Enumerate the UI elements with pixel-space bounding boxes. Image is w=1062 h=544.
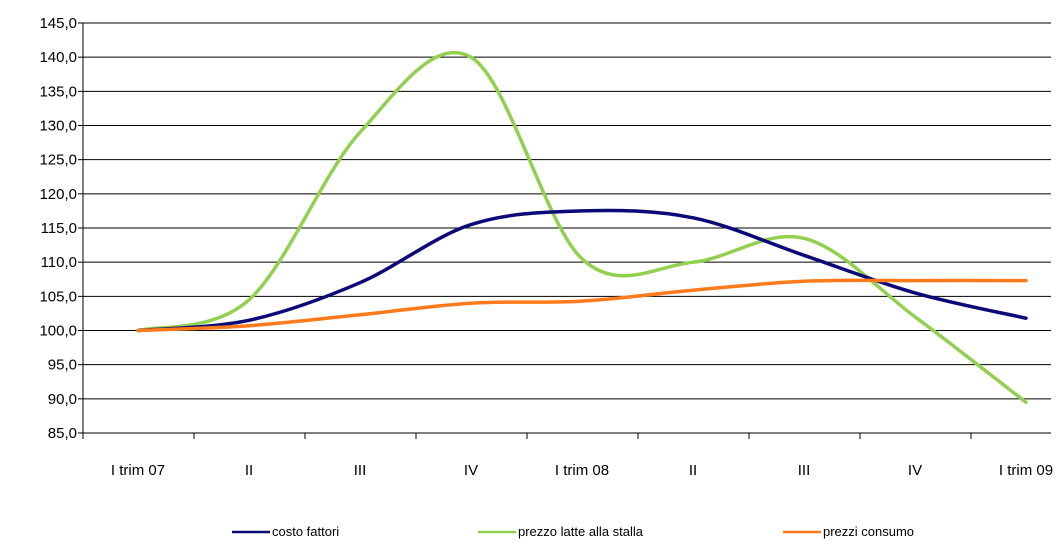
y-tick-label: 95,0: [48, 357, 77, 374]
y-tick-label: 145,0: [39, 15, 77, 32]
series-line-prezzi-consumo: [136, 278, 1028, 333]
y-tick-label: 130,0: [39, 118, 77, 135]
x-tick-label: IV: [464, 462, 478, 479]
x-tick-label: IV: [908, 462, 922, 479]
x-tick-label: I trim 08: [555, 462, 609, 479]
y-tick-label: 125,0: [39, 152, 77, 169]
x-tick-label: II: [689, 462, 697, 479]
legend: costo fattori prezzo latte alla stalla pre…: [232, 524, 914, 539]
x-tick-label: I trim 07: [111, 462, 165, 479]
x-tick-label: II: [245, 462, 253, 479]
x-tick-label: III: [798, 462, 811, 479]
x-tick-label: III: [354, 462, 367, 479]
y-tick-label: 90,0: [48, 391, 77, 408]
y-tick-label: 115,0: [41, 220, 77, 237]
axes: 85,0 90,0 95,0 100,0 105,0 110,0 115,0 120,0 125…: [39, 15, 1053, 479]
y-tick-label: 120,0: [39, 186, 77, 203]
y-tick-label: 110,0: [41, 254, 77, 271]
x-tick-label: I trim 09: [999, 462, 1053, 479]
legend-label: prezzi consumo: [823, 524, 914, 539]
legend-label: prezzo latte alla stalla: [518, 524, 644, 539]
y-tick-label: 135,0: [39, 83, 77, 100]
y-tick-label: 140,0: [39, 49, 77, 66]
grid-lines: [83, 22, 1051, 400]
series-group: [136, 50, 1028, 405]
y-tick-label: 105,0: [39, 288, 77, 305]
series-line-prezzo-latte: [136, 50, 1028, 405]
y-tick-label: 100,0: [39, 323, 77, 340]
legend-label: costo fattori: [272, 524, 339, 539]
y-tick-label: 85,0: [48, 425, 77, 442]
